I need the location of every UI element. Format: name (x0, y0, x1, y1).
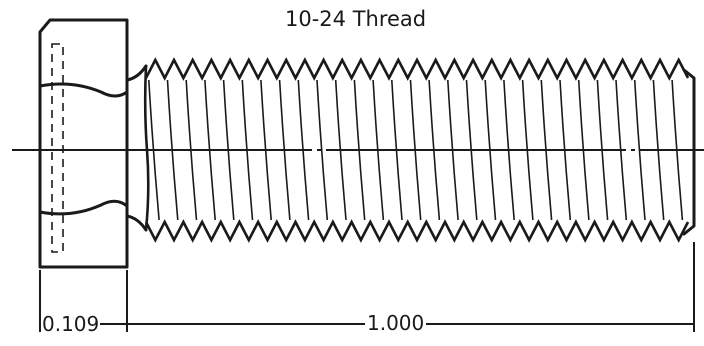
thread-bottom-profile (144, 219, 690, 243)
hidden-line (51, 43, 64, 253)
neck-upper (125, 64, 148, 82)
shank-end (682, 68, 696, 236)
thread-top-profile (144, 57, 690, 81)
length-dimension: 1.000 (365, 311, 427, 335)
hex-head-face-upper (38, 82, 129, 98)
thread-title: 10-24 Thread (285, 7, 427, 31)
thread-flank-line (633, 79, 646, 221)
thread-start-curve (143, 65, 150, 231)
neck-lower (125, 214, 148, 232)
head-height-dimension: 0.109 (41, 312, 101, 336)
thread-flank-line (316, 79, 329, 221)
hex-head-outline (38, 18, 129, 269)
hex-head-face-lower (38, 199, 129, 216)
